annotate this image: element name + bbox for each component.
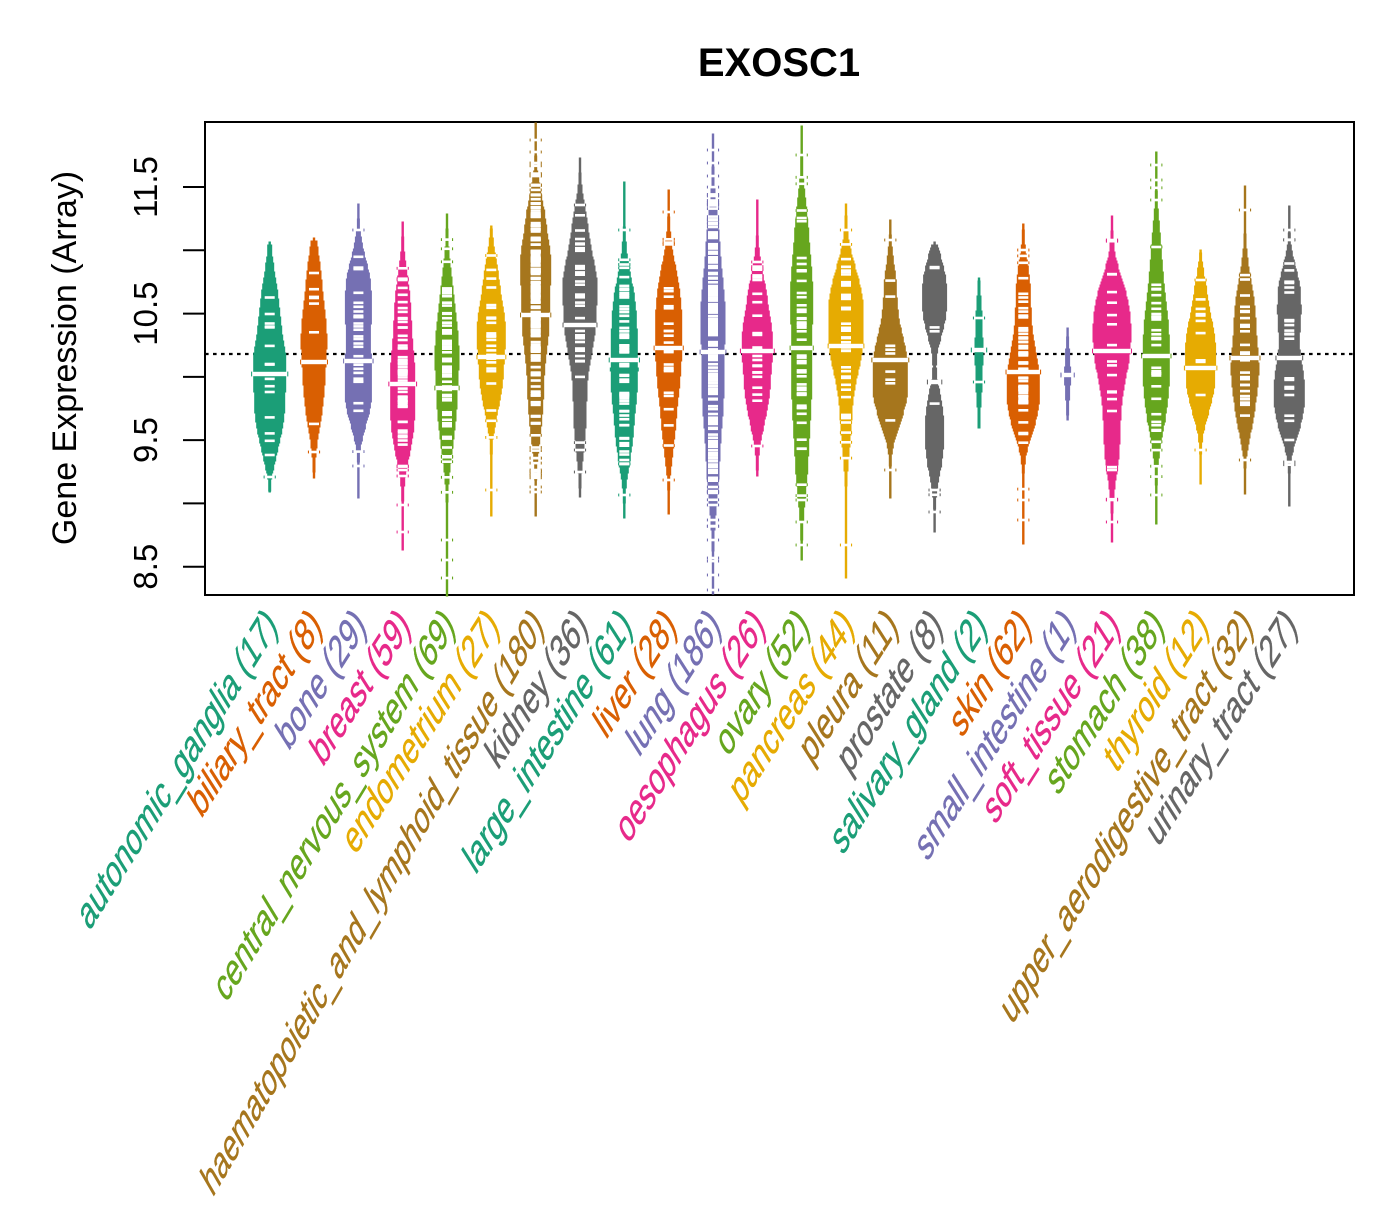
svg-text:10.5: 10.5 (127, 281, 164, 345)
svg-text:Gene Expression (Array): Gene Expression (Array) (46, 171, 84, 545)
svg-text:8.5: 8.5 (127, 544, 164, 590)
svg-text:11.5: 11.5 (127, 156, 164, 218)
svg-text:EXOSC1: EXOSC1 (698, 41, 860, 85)
svg-text:9.5: 9.5 (127, 417, 164, 463)
